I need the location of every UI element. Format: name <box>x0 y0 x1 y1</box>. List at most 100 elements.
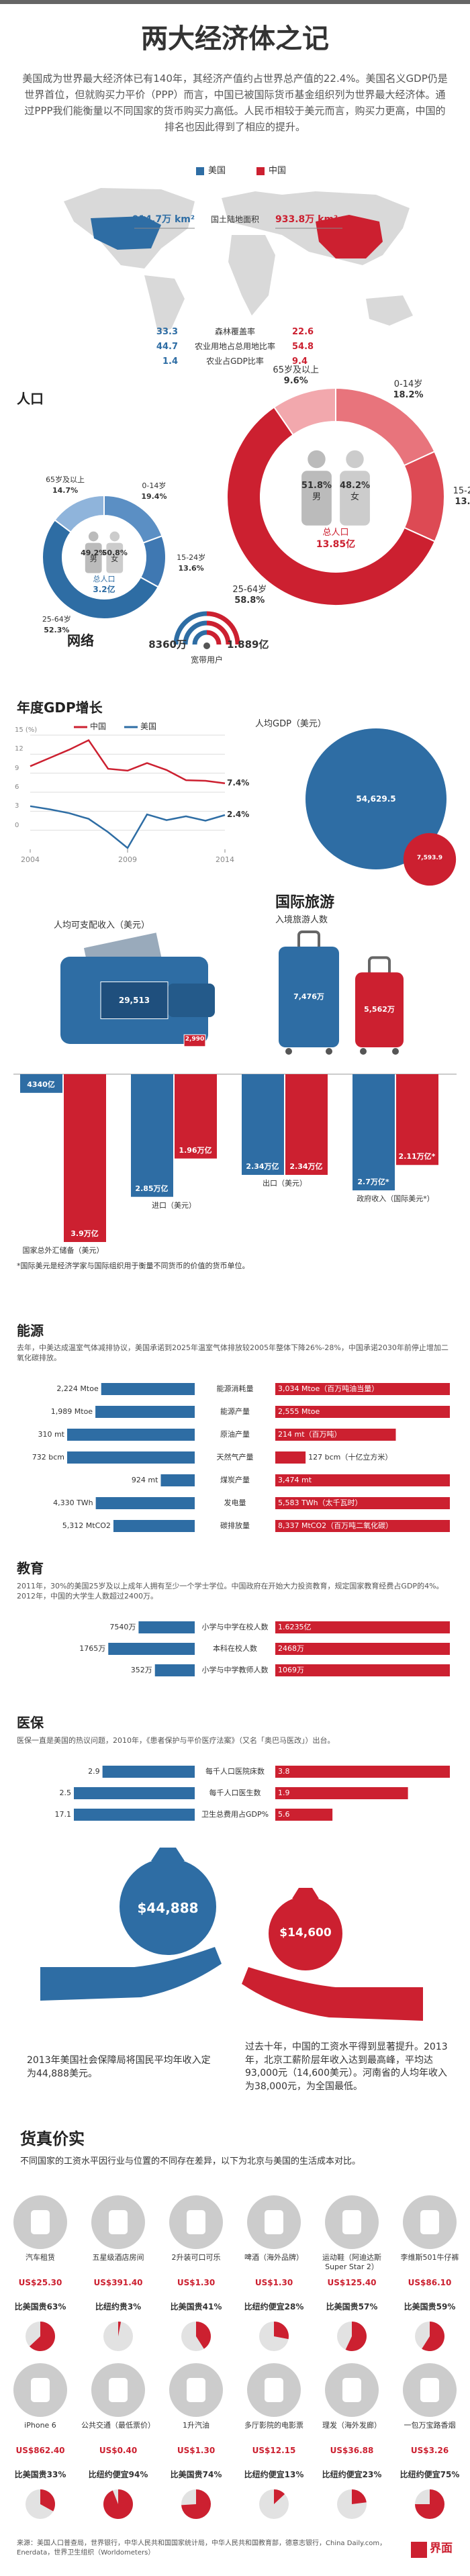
item-ratio: 比纽约便宜75% <box>399 2470 460 2479</box>
wifi-arc <box>206 611 240 645</box>
section-title: 医保 <box>17 1715 44 1731</box>
bar-us <box>113 1520 195 1532</box>
cn-label: 1.6235亿 <box>278 1623 312 1631</box>
money-bag <box>120 1858 216 1955</box>
item-ratio: 比纽约便宜13% <box>244 2470 304 2479</box>
tourism-label: 7,476万 <box>293 992 324 1001</box>
cn-label: 3,474 mt <box>278 1476 312 1484</box>
segment-label: 13.6% <box>455 497 470 508</box>
section-title: 能源 <box>17 1323 44 1339</box>
segment-name: 25-64岁 <box>232 584 267 595</box>
person-body <box>301 471 332 526</box>
cn-label: 214 mt（百万吨） <box>278 1430 342 1439</box>
bar-cn <box>275 1383 450 1395</box>
land-row-label: 农业占GDP比率 <box>206 356 264 366</box>
income-us: $44,888 <box>137 1900 199 1916</box>
item-price: US$1.30 <box>177 2446 216 2455</box>
network-cn: 1.889亿 <box>227 638 269 651</box>
us-label: 2.5 <box>59 1788 72 1797</box>
wifi-arc <box>206 620 231 645</box>
female-pct: 48.2% <box>339 480 371 491</box>
item-ratio: 比纽约贵3% <box>95 2302 142 2311</box>
cn-label: 3,034 Mtoe（百万吨油当量） <box>278 1384 379 1393</box>
row-label: 能源消耗量 <box>216 1384 254 1393</box>
bar-us <box>95 1406 195 1418</box>
bag-top <box>292 1888 319 1899</box>
donut-segment <box>54 494 105 534</box>
bar-us <box>102 1766 195 1778</box>
segment-label: 14.7% <box>52 485 79 495</box>
row-label: 每千人口医院床数 <box>205 1767 265 1776</box>
source: 来源：美国人口普查局，世界银行，中华人民共和国国家统计局，中华人民共和国教育部，… <box>17 2540 387 2557</box>
y-tick-label: 9 <box>15 764 19 772</box>
bar <box>285 1074 328 1175</box>
male-label: 男 <box>312 491 321 502</box>
network-label: 宽带用户 <box>190 655 223 665</box>
item-price: US$12.15 <box>252 2446 296 2455</box>
item-ratio: 比纽约便宜94% <box>88 2470 148 2479</box>
item-price: US$86.10 <box>408 2278 452 2287</box>
hand <box>242 1967 423 2021</box>
segment-label: 18.2% <box>393 390 424 401</box>
segment-name: 15-24岁 <box>177 553 206 563</box>
bar-us <box>154 1664 195 1676</box>
bar-us <box>67 1429 195 1441</box>
row-label: 每千人口医生数 <box>209 1788 261 1797</box>
item-name: 多厅影院的电影票 <box>244 2421 303 2430</box>
donut-segment <box>226 406 436 606</box>
male-label: 男 <box>89 555 97 564</box>
y-tick-label: 6 <box>15 783 19 791</box>
us-label: 17.1 <box>54 1810 72 1819</box>
row-label: 本科在校人数 <box>213 1644 257 1653</box>
person-body <box>340 471 370 526</box>
wifi-arc <box>192 630 207 645</box>
land-label: 国土陆地面积 <box>210 215 259 224</box>
wifi-dot <box>203 642 210 649</box>
donut-segment <box>273 387 336 436</box>
item-glyph <box>109 2378 128 2402</box>
row-label: 天然气产量 <box>216 1453 254 1462</box>
bag-top <box>151 1848 185 1861</box>
row-label: 能源产量 <box>220 1407 250 1416</box>
bar-label: 2.34万亿 <box>289 1162 323 1171</box>
item-name: 2升装可口可乐 <box>171 2253 221 2262</box>
item-glyph <box>420 2210 439 2234</box>
ratio-sector <box>422 2322 444 2351</box>
cn-label: 2468万 <box>278 1644 304 1653</box>
bar-cn <box>275 1643 450 1655</box>
item-price: US$36.88 <box>330 2446 374 2455</box>
segment-name: 0-14岁 <box>142 481 167 490</box>
legend-swatch <box>196 167 204 175</box>
segment-label: 19.4% <box>141 491 167 501</box>
item-ratio: 比美国贵57% <box>326 2302 378 2311</box>
logo: 界面 <box>430 2542 453 2555</box>
item-glyph <box>31 2378 50 2402</box>
bar-us <box>101 1383 195 1395</box>
segment-name: 25-64岁 <box>42 614 71 624</box>
us-label: 5,312 MtCO2 <box>62 1521 111 1530</box>
subtitle: 入境旅游人数 <box>275 915 328 925</box>
item-ratio: 比美国贵33% <box>14 2470 66 2479</box>
item-ratio: 比美国贵63% <box>14 2302 66 2311</box>
top-bar <box>0 0 470 4</box>
person-body <box>85 542 102 573</box>
item-glyph <box>342 2378 361 2402</box>
land-row-cn: 22.6 <box>292 327 314 337</box>
ratio-sector <box>352 2489 367 2504</box>
us-label: 732 bcm <box>32 1453 64 1462</box>
item-name: iPhone 6 <box>24 2421 56 2430</box>
bar-us <box>95 1497 195 1509</box>
bar-cn <box>275 1406 450 1418</box>
bar-us <box>138 1621 195 1633</box>
tourism-label: 5,562万 <box>364 1005 395 1014</box>
cn-label: 5,583 TWh（太千瓦时） <box>278 1498 363 1507</box>
ratio-sector <box>274 2322 289 2340</box>
bubble-label: 54,629.5 <box>356 794 396 804</box>
legend-label: 中国 <box>90 722 107 731</box>
wheel <box>392 1048 399 1055</box>
row-label: 发电量 <box>224 1498 246 1507</box>
female-pct: 50.8% <box>101 548 128 557</box>
bar-cn <box>275 1621 450 1633</box>
x-tick-label: 2009 <box>118 855 137 864</box>
